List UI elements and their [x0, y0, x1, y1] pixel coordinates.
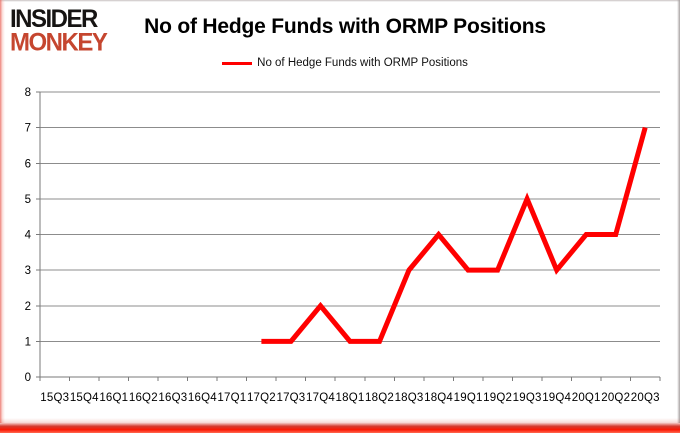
x-axis-label: 17Q4: [306, 392, 335, 404]
x-axis-label: 17Q2: [247, 392, 276, 404]
y-axis-label: 5: [25, 194, 31, 206]
legend-label: No of Hedge Funds with ORMP Positions: [257, 57, 468, 69]
x-axis-label: 19Q1: [454, 392, 483, 404]
frame-right-edge: [677, 0, 680, 423]
x-axis-label: 17Q1: [217, 392, 246, 404]
x-axis-label: 15Q4: [70, 392, 99, 404]
frame-bottom-glow: [0, 418, 680, 433]
chart-legend: No of Hedge Funds with ORMP Positions: [40, 57, 650, 69]
x-axis-label: 18Q4: [424, 392, 453, 404]
y-axis-label: 7: [25, 123, 31, 135]
y-axis-label: 8: [25, 87, 31, 99]
x-axis-label: 16Q1: [99, 392, 128, 404]
x-axis-label: 18Q1: [336, 392, 365, 404]
y-axis-label: 2: [25, 301, 31, 313]
logo-text-monkey: MONKEY: [10, 28, 108, 57]
frame-top-edge: [0, 0, 680, 2]
frame-left-glow: [0, 0, 5, 423]
chart-title: No of Hedge Funds with ORMP Positions: [144, 15, 546, 38]
x-axis-label: 20Q3: [631, 392, 660, 404]
x-axis-label: 17Q3: [276, 392, 305, 404]
x-axis-label: 16Q3: [158, 392, 187, 404]
x-axis-label: 20Q2: [601, 392, 630, 404]
x-axis-label: 19Q4: [542, 392, 571, 404]
y-axis-label: 0: [25, 372, 31, 384]
y-axis-label: 3: [25, 265, 31, 277]
x-axis-label: 19Q2: [483, 392, 512, 404]
x-axis-label: 18Q2: [365, 392, 394, 404]
y-axis-label: 1: [25, 336, 31, 348]
x-axis-label: 16Q2: [129, 392, 158, 404]
y-axis-label: 6: [25, 158, 31, 170]
logo-text-insider: INSIDER: [10, 4, 98, 33]
insider-monkey-logo: INSIDER MONKEY: [10, 4, 108, 57]
x-axis-label: 19Q3: [513, 392, 542, 404]
legend-line-swatch: [222, 61, 253, 65]
x-axis-label: 16Q4: [188, 392, 217, 404]
y-axis-label: 4: [25, 230, 32, 242]
x-axis-label: 18Q3: [395, 392, 424, 404]
x-axis-label: 20Q1: [572, 392, 601, 404]
x-axis-label: 15Q3: [40, 392, 69, 404]
chart-line: [261, 126, 648, 344]
